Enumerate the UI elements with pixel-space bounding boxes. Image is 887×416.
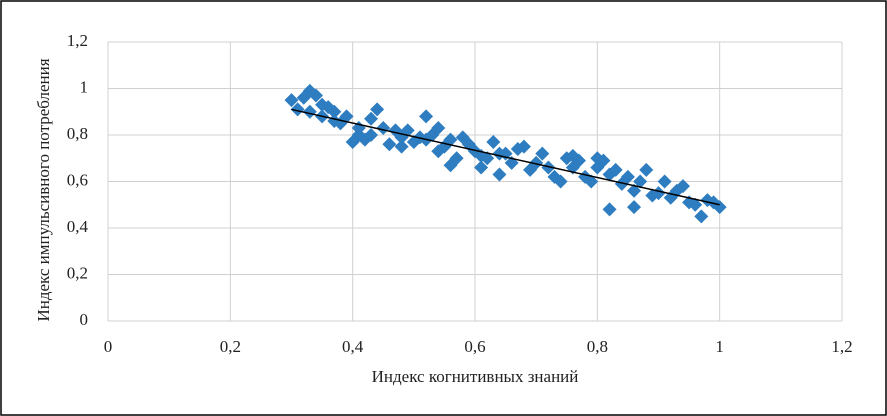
point [480, 151, 495, 166]
point [541, 160, 556, 175]
point [302, 104, 317, 119]
x-tick-label: 1,2 [831, 337, 852, 356]
point [394, 139, 409, 154]
point [694, 209, 709, 224]
point [308, 88, 323, 103]
point [364, 128, 379, 142]
x-tick-label: 0,8 [587, 337, 608, 356]
y-tick-label: 0,4 [67, 217, 89, 236]
point [284, 93, 299, 108]
point [633, 174, 648, 189]
point [443, 132, 458, 147]
y-tick-label: 0,6 [67, 170, 88, 189]
point [620, 169, 635, 184]
point [376, 121, 391, 136]
x-tick-label: 0,2 [220, 337, 241, 356]
point [571, 153, 586, 168]
trendline [291, 108, 720, 206]
point [419, 109, 434, 124]
point [596, 153, 611, 168]
x-tick-label: 0 [104, 337, 113, 356]
point [431, 121, 446, 136]
point [529, 155, 544, 170]
point [327, 104, 342, 119]
y-tick-label: 0,8 [67, 124, 88, 143]
point [516, 139, 531, 154]
point [290, 102, 305, 117]
point [657, 174, 672, 189]
point [608, 162, 623, 177]
point [639, 162, 654, 177]
x-tick-label: 1 [715, 337, 724, 356]
point [584, 174, 599, 189]
x-tick-label: 0,6 [464, 337, 485, 356]
point [364, 111, 379, 126]
y-tick-label: 0 [80, 310, 89, 329]
point [688, 197, 703, 212]
point [382, 137, 397, 152]
x-axis-title: Индекс когнитивных знаний [372, 367, 579, 386]
point [339, 109, 354, 124]
point [675, 179, 690, 194]
y-tick-label: 1,2 [67, 31, 88, 50]
point [627, 200, 642, 215]
y-tick-label: 0,2 [67, 263, 88, 282]
point [602, 202, 617, 217]
point [627, 183, 642, 198]
point [492, 167, 507, 182]
point [553, 174, 568, 189]
point [370, 102, 385, 117]
point [449, 151, 464, 166]
point [535, 146, 550, 161]
point [486, 134, 501, 149]
point [474, 160, 489, 175]
x-tick-label: 0,4 [342, 337, 364, 356]
y-tick-label: 1 [80, 77, 89, 96]
y-axis-title: Индекс импульсивного потребления [34, 58, 53, 321]
